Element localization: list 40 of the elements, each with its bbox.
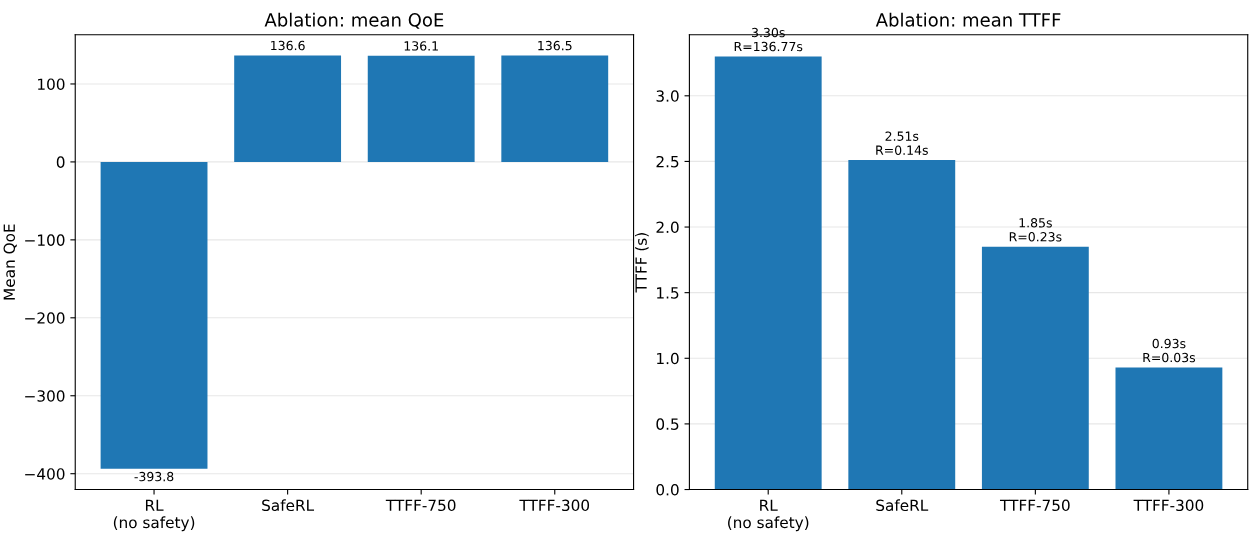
data-label: 136.1 [404,41,438,51]
y-tick-label: 100 [38,78,65,90]
x-tick-label: TTFF-300 [1133,499,1204,512]
x-tick-label: SafeRL [876,499,929,512]
bar [848,160,956,490]
y-tick-label: 3.0 [656,90,679,102]
chart-title: Ablation: mean TTFF [875,12,1061,27]
x-tick-label: SafeRL [262,499,315,512]
bar [100,161,208,469]
chart-title: Ablation: mean QoE [264,12,444,29]
bar [714,56,822,490]
data-label: -393.8 [134,471,174,482]
data-label: 136.5 [538,40,572,51]
y-tick-label: −300 [25,390,65,402]
y-tick-label: 0.5 [656,418,679,430]
bar [234,55,342,162]
y-tick-label: 1.0 [657,352,679,365]
y-tick-label: 1.5 [657,287,679,299]
y-tick-label: −400 [25,468,65,480]
bar [501,55,609,162]
data-label: 2.51s R=0.14s [876,131,928,155]
x-tick-label: TTFF-750 [999,499,1070,512]
y-tick-label: −100 [25,234,65,246]
y-tick-label: 0 [56,156,65,168]
y-tick-label: 0.0 [656,483,679,496]
y-tick-label: 2.0 [656,221,679,234]
bar [367,55,475,162]
y-axis-title: TTFF (s) [635,233,649,293]
x-tick-label: TTFF-750 [385,499,456,512]
data-label: 136.6 [271,40,305,51]
x-tick-label: RL (no safety) [113,499,195,532]
data-label: 1.85s R=0.23s [1009,218,1062,242]
y-tick-label: 2.5 [656,155,679,168]
x-tick-label: RL (no safety) [728,499,809,532]
bar [1115,367,1223,490]
y-axis-title: Mean QoE [3,224,17,300]
data-label: 0.93s R=0.03s [1143,338,1196,363]
x-tick-label: TTFF-300 [519,499,590,512]
bar [981,246,1089,490]
y-tick-label: −200 [25,312,65,324]
